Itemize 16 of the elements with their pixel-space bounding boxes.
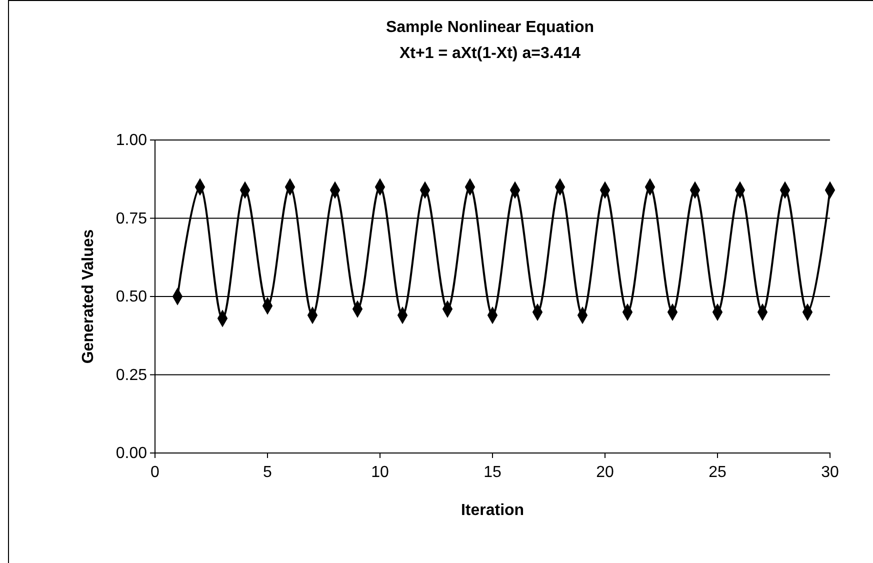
x-tick-label: 5 (263, 464, 272, 481)
x-tick-label: 20 (596, 464, 614, 481)
chart-title: Sample Nonlinear Equation (386, 19, 594, 36)
y-tick-label: 0.50 (116, 288, 148, 306)
x-tick-label: 10 (371, 464, 389, 481)
x-tick-label: 15 (484, 464, 502, 481)
x-axis-title: Iteration (460, 502, 524, 519)
y-axis-title: Generated Values (80, 229, 97, 364)
y-tick-label: 0.25 (116, 366, 148, 384)
x-tick-label: 25 (708, 464, 726, 481)
y-tick-label: 0.75 (116, 210, 148, 228)
chart-subtitle: Xt+1 = aXt(1-Xt) a=3.414 (400, 45, 581, 62)
x-tick-label: 30 (821, 464, 839, 481)
y-tick-label: 0.00 (116, 445, 148, 462)
x-tick-label: 0 (150, 464, 160, 481)
y-tick-label: 1.00 (116, 132, 148, 150)
